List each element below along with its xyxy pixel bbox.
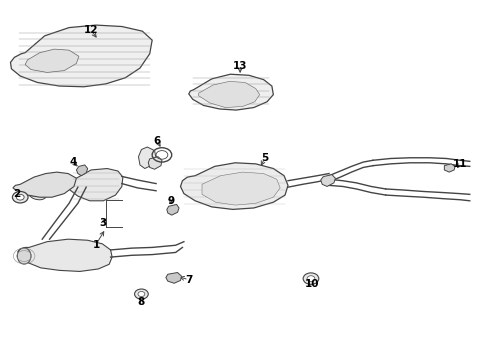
Text: 13: 13 [233,61,247,71]
Ellipse shape [24,183,39,196]
Text: 5: 5 [261,153,268,163]
Polygon shape [189,74,273,110]
Polygon shape [68,168,123,201]
Polygon shape [13,172,76,197]
Text: 12: 12 [84,25,98,35]
Text: 8: 8 [138,297,145,307]
Polygon shape [148,157,162,169]
Polygon shape [18,239,112,271]
Ellipse shape [28,189,46,200]
Ellipse shape [17,248,31,264]
Polygon shape [444,164,455,172]
Ellipse shape [34,186,52,196]
Text: 4: 4 [69,157,77,167]
Polygon shape [321,175,335,186]
Text: 2: 2 [13,189,20,199]
Polygon shape [198,81,260,108]
Polygon shape [139,147,156,168]
Text: 6: 6 [153,136,161,145]
Circle shape [303,273,319,284]
Polygon shape [25,49,79,72]
Polygon shape [166,273,181,283]
Polygon shape [202,172,280,205]
Text: 3: 3 [99,218,107,228]
Polygon shape [10,25,152,87]
Circle shape [12,192,28,203]
Text: 11: 11 [453,159,467,169]
Text: 10: 10 [305,279,319,289]
Circle shape [307,276,315,282]
Polygon shape [180,163,288,210]
Text: 7: 7 [185,275,193,285]
Circle shape [138,292,145,297]
Circle shape [135,289,148,299]
Text: 9: 9 [167,196,174,206]
Polygon shape [76,165,88,176]
Circle shape [16,194,24,200]
Text: 1: 1 [92,239,99,249]
Polygon shape [167,204,179,215]
